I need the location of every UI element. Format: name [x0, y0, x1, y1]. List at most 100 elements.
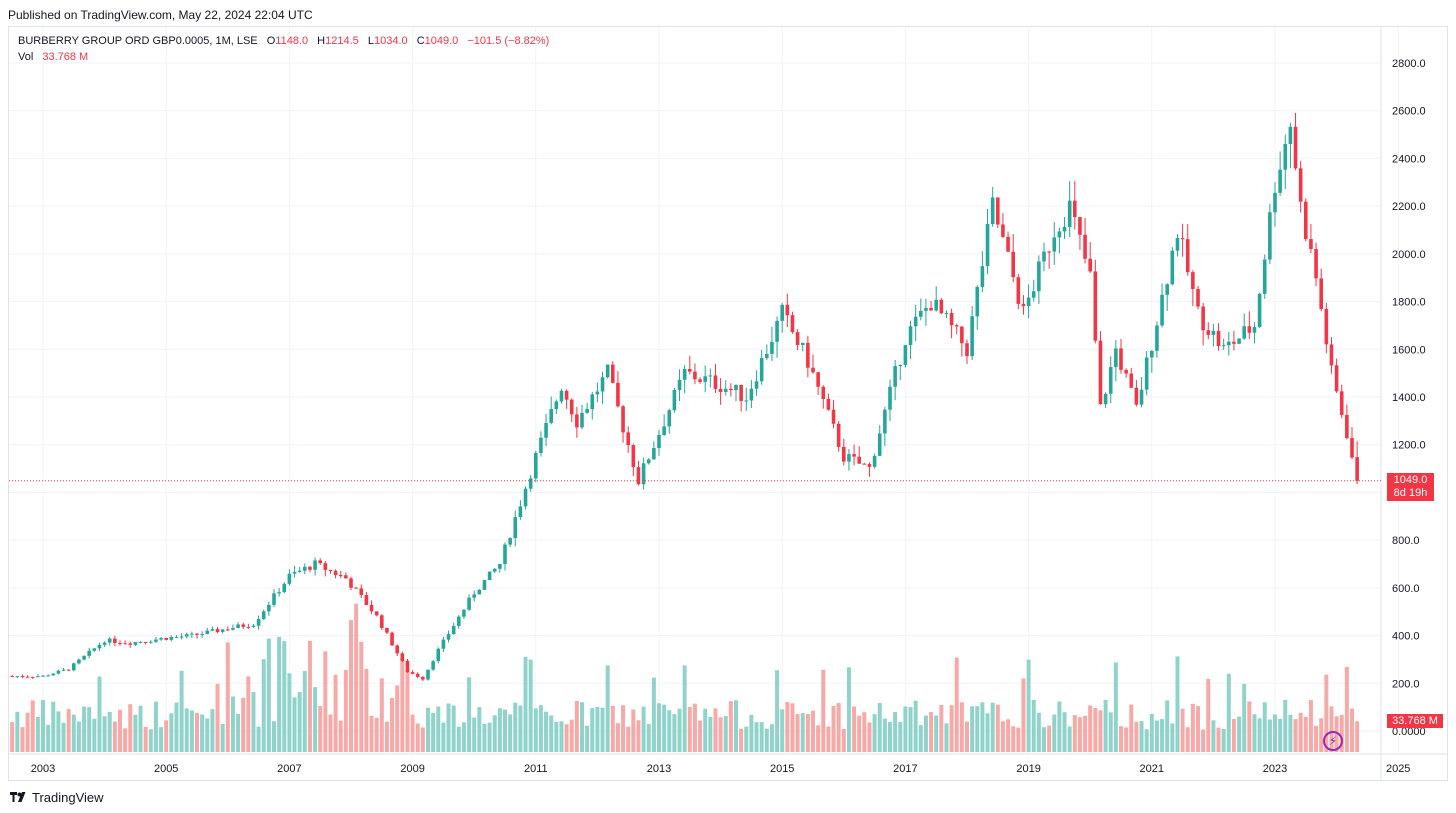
candle-body [898, 364, 903, 367]
candle-body [328, 569, 333, 571]
candle-body [77, 659, 81, 664]
volume-bar [1077, 717, 1082, 752]
candle-body [1052, 237, 1057, 252]
volume-bar [826, 726, 831, 752]
volume-bar [1154, 720, 1159, 752]
candle-body [569, 399, 574, 415]
volume-bar [1319, 718, 1324, 752]
volume-bar [1062, 712, 1067, 752]
candle-body [1262, 259, 1267, 294]
candle-body [1339, 391, 1344, 415]
volume-bar [595, 706, 600, 752]
symbol-description[interactable]: BURBERRY GROUP ORD GBP0.0005, 1M, LSE [18, 35, 258, 47]
volume-bar [929, 712, 934, 752]
candle-body [492, 568, 497, 572]
volume-bar [754, 722, 759, 752]
candle-body [944, 313, 949, 315]
volume-bar [256, 726, 261, 752]
candle-body [754, 381, 759, 389]
candle-body [1134, 387, 1139, 405]
candle-body [903, 345, 908, 365]
candle-body [246, 626, 251, 628]
candle-body [72, 663, 76, 671]
volume-bar [775, 670, 780, 752]
candle-body [913, 316, 918, 327]
volume-bar [1237, 716, 1242, 752]
candle-body [985, 224, 990, 267]
x-tick-label: 2025 [1386, 763, 1410, 775]
candle-body [544, 422, 548, 438]
volume-bar [328, 714, 333, 752]
candle-body [1180, 238, 1185, 240]
candle-body [220, 629, 225, 632]
volume-bar [56, 711, 61, 752]
candle-body [374, 611, 379, 616]
volume-bar [1139, 721, 1144, 752]
candle-body [718, 388, 723, 393]
lightning-bolt-icon[interactable]: ⚡ [1323, 731, 1343, 751]
footer: TradingView [10, 790, 104, 805]
candle-body [939, 299, 944, 314]
candle-body [816, 372, 820, 387]
candle-body [333, 570, 338, 576]
candle-body [1227, 341, 1231, 346]
volume-bar [805, 713, 810, 752]
volume-bar [174, 702, 179, 752]
volume-bar [1042, 727, 1046, 752]
x-tick-label: 2009 [400, 763, 424, 775]
candle-body [1216, 330, 1221, 347]
volume-label[interactable]: Vol [18, 51, 34, 63]
candle-body [426, 669, 430, 680]
volume-bar [205, 718, 210, 752]
candle-body [677, 379, 682, 390]
volume-bar [533, 708, 538, 752]
volume-bar [734, 700, 738, 752]
y-tick-label: 1600.0 [1392, 344, 1426, 356]
candle-body [1175, 238, 1180, 251]
volume-bar [970, 706, 975, 752]
volume-bar [1252, 714, 1257, 752]
volume-bar [1314, 725, 1319, 752]
chart-frame[interactable] [8, 26, 1448, 781]
candle-body [811, 367, 815, 373]
candle-body [25, 676, 30, 678]
volume-bar [1344, 666, 1349, 752]
candle-body [128, 643, 133, 645]
volume-bar [148, 729, 153, 752]
candle-body [980, 266, 985, 287]
volume-bar [646, 724, 651, 752]
volume-bar [1190, 703, 1195, 752]
candle-body [795, 332, 800, 346]
candle-body [518, 506, 523, 518]
volume-value: 33.768 M [42, 51, 89, 63]
y-tick-label: 2600.0 [1392, 106, 1426, 118]
volume-bar [82, 706, 87, 752]
candle-body [1278, 169, 1282, 193]
volume-bar [189, 710, 194, 752]
candle-body [15, 676, 20, 678]
candle-body [1114, 348, 1118, 368]
volume-bar [477, 707, 482, 752]
volume-bar [272, 721, 276, 752]
candle-body [585, 409, 589, 413]
volume-bar [590, 708, 595, 752]
candle-body [231, 628, 235, 630]
volume-bar [20, 727, 25, 752]
candle-body [960, 326, 964, 344]
candle-body [251, 625, 256, 627]
volume-bar [1006, 719, 1011, 752]
candle-body [636, 467, 641, 485]
tradingview-logo-icon [10, 791, 26, 802]
y-tick-label: 400.0 [1392, 631, 1420, 643]
last-price-value: 1049.0 [1393, 474, 1428, 486]
candle-body [210, 629, 215, 631]
change-value: −101.5 (−8.82%) [467, 35, 550, 47]
candle-body [143, 642, 148, 644]
candle-body [20, 676, 25, 678]
y-tick-label: 2800.0 [1392, 58, 1426, 70]
volume-bar [698, 720, 703, 752]
volume-bar [441, 722, 446, 752]
candle-body [1293, 126, 1298, 169]
volume-bar [436, 706, 441, 752]
